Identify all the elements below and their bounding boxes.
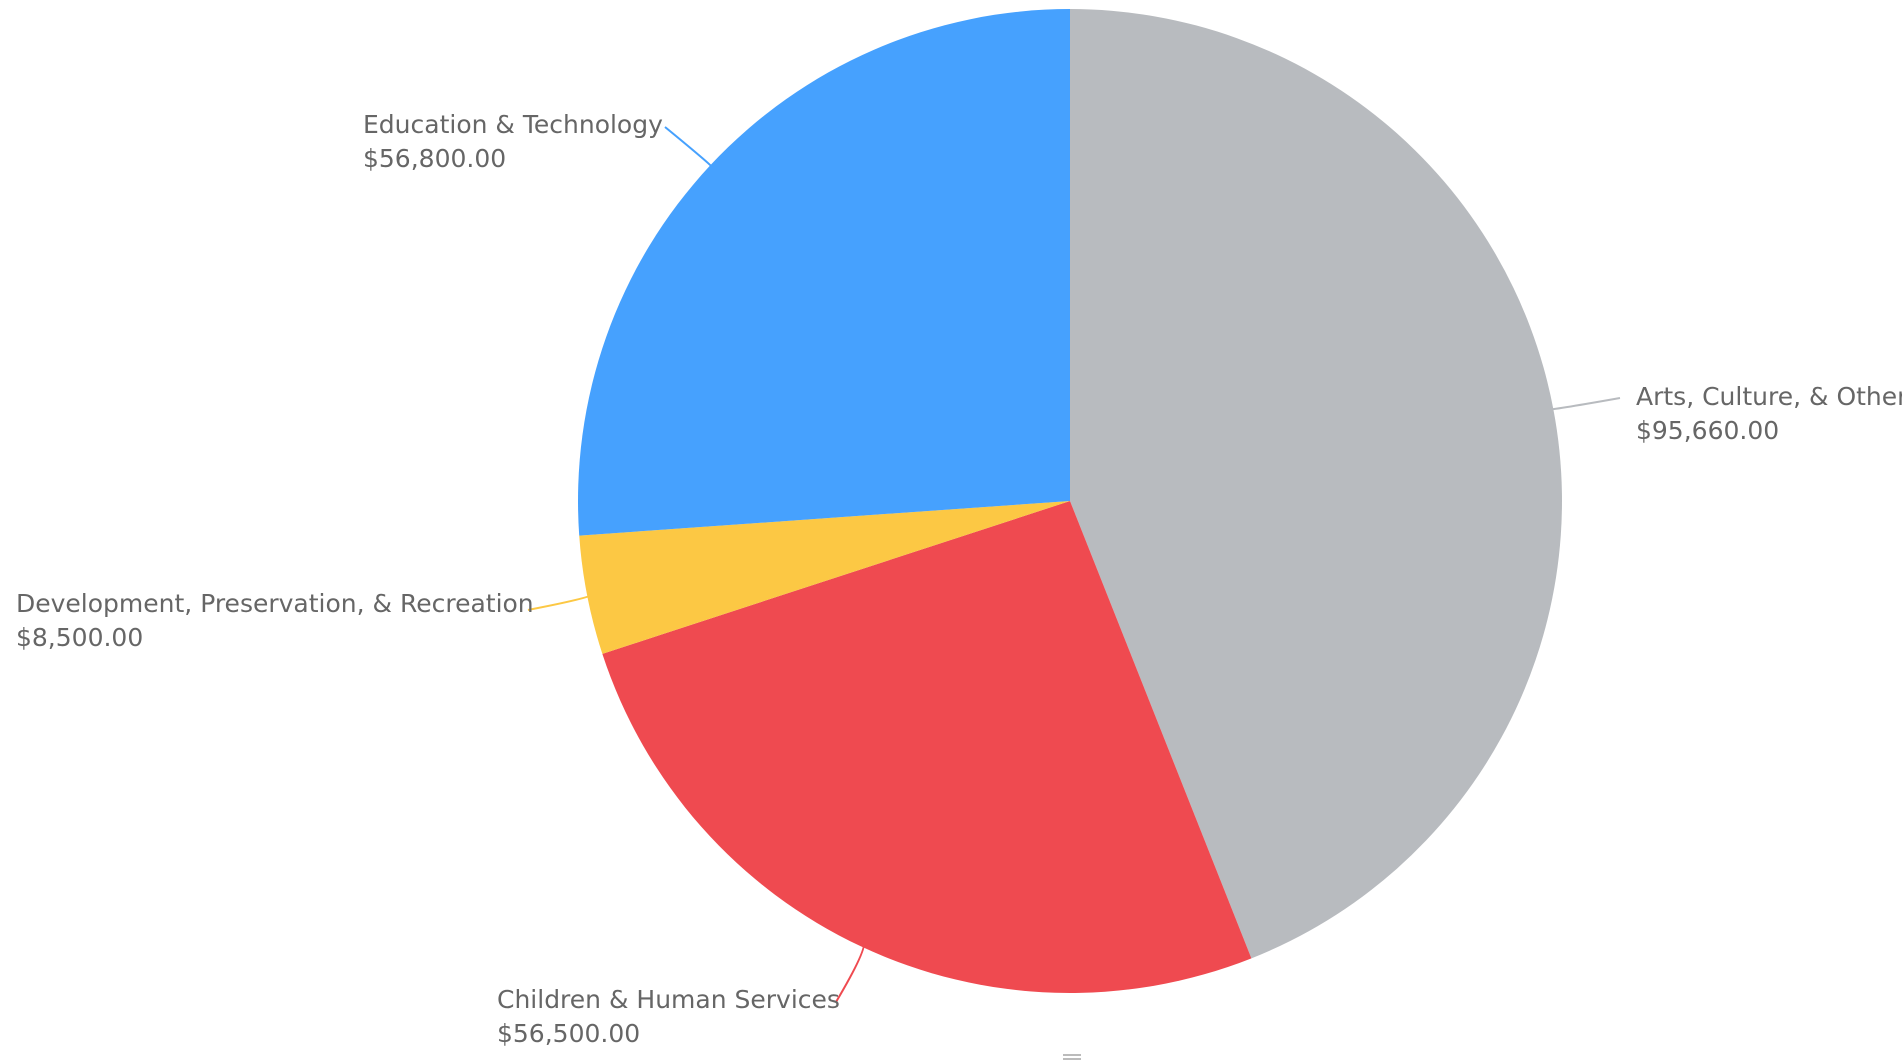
leader-lines [527,126,1621,1003]
pie-slice-0[interactable] [1070,9,1562,959]
slice-value-1: $56,500.00 [497,1019,640,1048]
leader-line-2 [527,593,594,611]
pie-slice-1[interactable] [602,501,1252,993]
slice-label-3: Education & Technology [363,110,663,139]
leader-line-1 [835,940,866,1003]
slice-value-3: $56,800.00 [363,144,506,173]
slice-labels: Arts, Culture, & Other $95,660.00 Children… [16,110,1902,1048]
slice-label-0: Arts, Culture, & Other [1636,382,1902,411]
slice-label-2: Development, Preservation, & Recreation [16,589,534,618]
pie-slice-2[interactable] [579,501,1070,654]
pie-slices [578,9,1562,993]
slice-value-0: $95,660.00 [1636,416,1779,445]
leader-line-3 [664,126,716,171]
pie-slice-3[interactable] [578,9,1070,536]
leader-line-0 [1547,397,1621,411]
resize-handle-icon[interactable] [1063,1054,1081,1060]
slice-value-2: $8,500.00 [16,623,143,652]
slice-label-1: Children & Human Services [497,985,840,1014]
